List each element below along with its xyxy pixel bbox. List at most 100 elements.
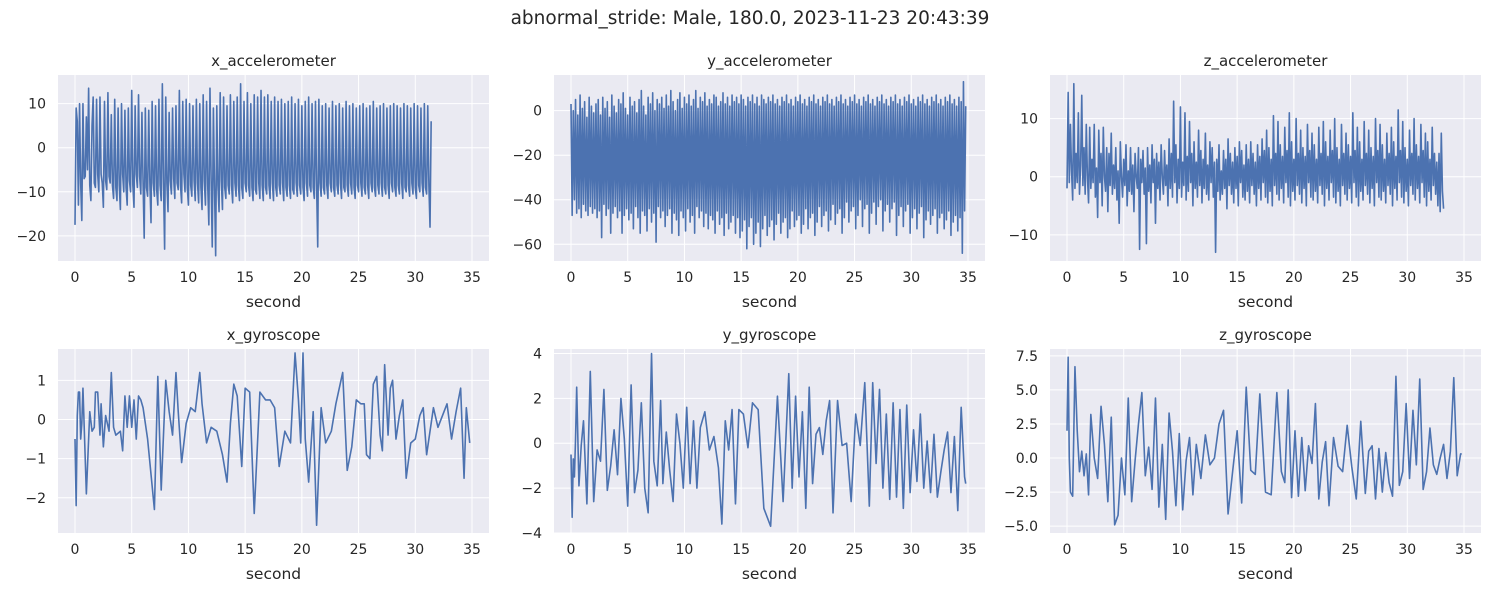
x-tick-label: 0	[1063, 542, 1072, 558]
x-tick-label: 20	[293, 270, 311, 286]
subplot-title: z_gyroscope	[1219, 326, 1312, 345]
x-tick-label: 5	[623, 542, 632, 558]
x-tick-label: 5	[1119, 542, 1128, 558]
subplot-title: x_gyroscope	[227, 326, 321, 345]
y-tick-label: −2.5	[1004, 485, 1038, 501]
y-tick-label: 2.5	[1016, 417, 1038, 433]
series-line	[1066, 82, 1445, 254]
y-tick-label: 2	[533, 391, 542, 407]
subplot-title: y_gyroscope	[723, 326, 817, 345]
x-axis-label: second	[1238, 293, 1293, 311]
x-tick-label: 0	[1063, 270, 1072, 286]
x-tick-label: 0	[567, 542, 576, 558]
subplot-title: x_accelerometer	[211, 52, 337, 71]
x-tick-label: 30	[902, 270, 920, 286]
x-tick-label: 5	[127, 270, 136, 286]
x-axis-label: second	[246, 293, 301, 311]
x-tick-label: 25	[1342, 270, 1360, 286]
x-axis-label: second	[246, 565, 301, 583]
y-tick-label: 0	[533, 104, 542, 120]
y-tick-label: 0	[37, 141, 46, 157]
x-tick-label: 5	[623, 270, 632, 286]
y-tick-label: 4	[533, 346, 542, 362]
x-tick-label: 30	[902, 542, 920, 558]
y-tick-label: 0	[37, 412, 46, 428]
y-tick-label: 0	[533, 436, 542, 452]
x-axis-label: second	[742, 565, 797, 583]
series-line	[570, 80, 967, 254]
y-tick-label: −2	[521, 481, 542, 497]
x-tick-label: 35	[959, 270, 977, 286]
y-tick-label: −10	[16, 185, 46, 201]
x-tick-label: 5	[127, 542, 136, 558]
subplot-z_accelerometer: 0 5 10 15 20 25 30 35 −10 0 10 z_accelerometersecon…	[1008, 52, 1481, 311]
y-tick-label: −5.0	[1004, 519, 1038, 535]
plot-background	[1050, 349, 1481, 533]
y-tick-label: 1	[37, 373, 46, 389]
x-tick-label: 15	[732, 542, 750, 558]
y-tick-label: 5.0	[1016, 383, 1038, 399]
x-tick-label: 0	[71, 270, 80, 286]
y-tick-label: −4	[521, 526, 542, 542]
x-tick-label: 25	[350, 542, 368, 558]
x-tick-label: 20	[1285, 270, 1303, 286]
x-tick-label: 35	[959, 542, 977, 558]
y-tick-label: −10	[1008, 228, 1038, 244]
x-tick-label: 10	[1172, 270, 1190, 286]
x-tick-label: 15	[1228, 542, 1246, 558]
x-axis-label: second	[742, 293, 797, 311]
x-tick-label: 35	[1455, 542, 1473, 558]
x-tick-label: 10	[180, 542, 198, 558]
x-tick-label: 15	[1228, 270, 1246, 286]
plot-background	[58, 349, 489, 533]
y-tick-label: −40	[512, 193, 542, 209]
y-tick-label: −20	[16, 229, 46, 245]
x-tick-label: 25	[350, 270, 368, 286]
x-tick-label: 35	[1455, 270, 1473, 286]
x-tick-label: 10	[180, 270, 198, 286]
series-line	[1066, 356, 1462, 526]
y-tick-label: 0.0	[1016, 451, 1038, 467]
x-tick-label: 20	[789, 542, 807, 558]
x-tick-label: 10	[676, 270, 694, 286]
x-tick-label: 35	[463, 270, 481, 286]
x-tick-label: 0	[567, 270, 576, 286]
y-tick-label: 10	[1020, 112, 1038, 128]
x-tick-label: 15	[732, 270, 750, 286]
x-tick-label: 25	[846, 270, 864, 286]
x-axis-label: second	[1238, 565, 1293, 583]
x-tick-label: 30	[1398, 542, 1416, 558]
series-line	[74, 352, 471, 526]
subplot-z_gyroscope: 0 5 10 15 20 25 30 35 −5.0 −2.5 0.0 2.5 5.0 7.5 z_gyro…	[1004, 326, 1481, 583]
y-tick-label: 7.5	[1016, 349, 1038, 365]
x-tick-label: 30	[406, 542, 424, 558]
x-tick-label: 5	[1119, 270, 1128, 286]
subplot-x_accelerometer: 0 5 10 15 20 25 30 35 −20 −10 0 10 x_accelerometerse…	[16, 52, 489, 311]
figure-title: abnormal_stride: Male, 180.0, 2023-11-23…	[510, 8, 990, 29]
x-tick-label: 0	[71, 542, 80, 558]
y-tick-label: −1	[25, 452, 46, 468]
subplot-y_accelerometer: 0 5 10 15 20 25 30 35 −60 −40 −20 0 y_accelerometers…	[512, 52, 985, 311]
x-tick-label: 15	[236, 542, 254, 558]
series-line	[570, 352, 967, 528]
subplot-title: z_accelerometer	[1204, 52, 1329, 71]
subplot-title: y_accelerometer	[707, 52, 833, 71]
series-line	[74, 83, 432, 257]
x-tick-label: 25	[1342, 542, 1360, 558]
x-tick-label: 20	[293, 542, 311, 558]
x-tick-label: 20	[1285, 542, 1303, 558]
x-tick-label: 30	[406, 270, 424, 286]
x-tick-label: 25	[846, 542, 864, 558]
x-tick-label: 10	[1172, 542, 1190, 558]
x-tick-label: 10	[676, 542, 694, 558]
x-tick-label: 35	[463, 542, 481, 558]
y-tick-label: 0	[1029, 170, 1038, 186]
y-tick-label: 10	[28, 97, 46, 113]
x-tick-label: 20	[789, 270, 807, 286]
x-tick-label: 30	[1398, 270, 1416, 286]
x-tick-label: 15	[236, 270, 254, 286]
